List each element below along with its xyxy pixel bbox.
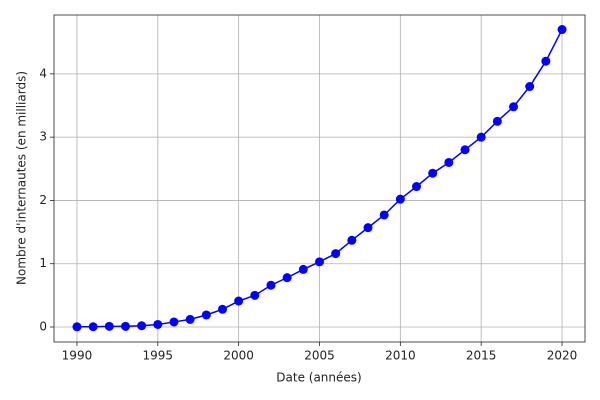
y-tick-label: 4 <box>39 66 47 80</box>
plot-frame <box>53 14 586 343</box>
data-point <box>460 145 470 155</box>
data-point <box>541 56 551 66</box>
data-point <box>557 25 567 35</box>
data-point <box>428 168 438 178</box>
data-point <box>234 296 244 306</box>
data-point <box>250 290 260 300</box>
data-point <box>72 322 82 332</box>
y-axis-label: Nombre d'internautes (en milliards) <box>15 71 29 285</box>
data-point <box>137 321 147 331</box>
data-point <box>347 235 357 245</box>
data-point <box>88 322 98 332</box>
data-point <box>492 116 502 126</box>
data-point <box>509 102 519 112</box>
data-point <box>331 249 341 259</box>
data-point <box>217 304 227 314</box>
x-tick-label: 2005 <box>304 349 335 363</box>
y-tick-label: 2 <box>39 193 47 207</box>
data-point <box>153 319 163 329</box>
data-point <box>120 321 130 331</box>
data-point <box>412 182 422 192</box>
data-point <box>298 264 308 274</box>
x-tick-label: 1995 <box>143 349 174 363</box>
data-point <box>169 317 179 327</box>
x-tick-label: 2000 <box>223 349 254 363</box>
data-point <box>185 314 195 324</box>
x-tick-label: 1990 <box>62 349 93 363</box>
data-point <box>315 257 324 267</box>
data-point <box>476 132 486 142</box>
data-point <box>201 310 211 320</box>
data-point <box>282 273 292 283</box>
x-tick-label: 2010 <box>385 349 416 363</box>
x-axis-label: Date (années) <box>276 371 361 385</box>
data-point <box>363 223 373 233</box>
y-tick-label: 3 <box>39 130 47 144</box>
data-point <box>379 210 389 220</box>
x-tick-label: 2020 <box>547 349 578 363</box>
data-point <box>444 157 454 167</box>
y-tick-label: 0 <box>39 320 47 334</box>
data-point <box>395 194 405 204</box>
data-point <box>266 280 276 290</box>
data-point <box>525 82 535 92</box>
data-point <box>104 321 114 331</box>
x-tick-label: 2015 <box>466 349 497 363</box>
y-tick-label: 1 <box>39 256 47 270</box>
